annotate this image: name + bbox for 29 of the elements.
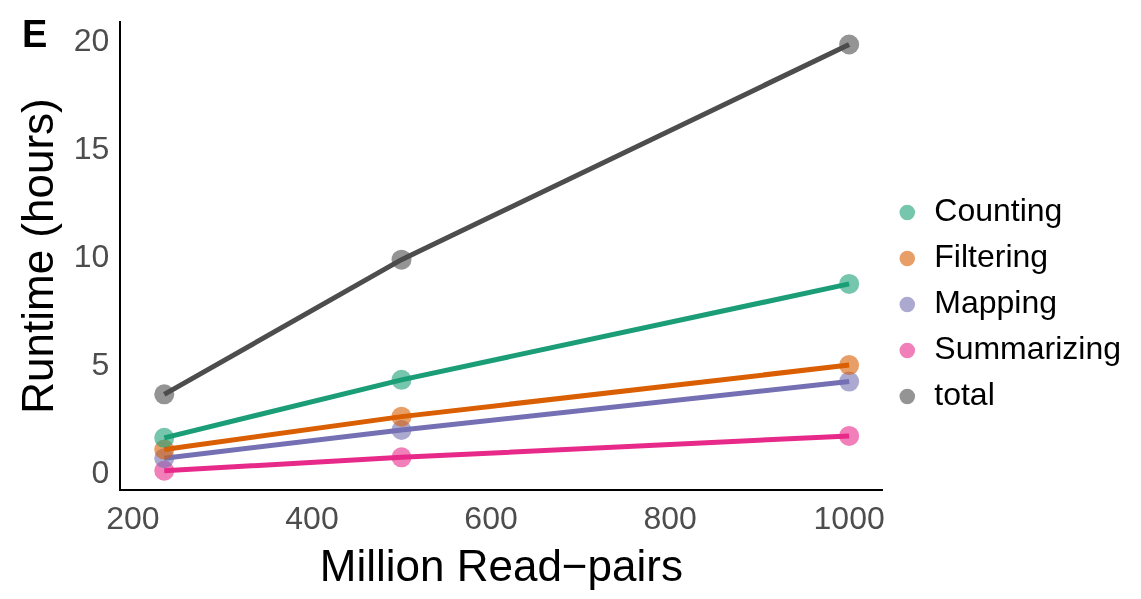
x-tick-label: 400	[285, 499, 339, 536]
legend-label: Mapping	[934, 284, 1058, 321]
point	[154, 384, 175, 405]
legend-label: Counting	[934, 192, 1063, 229]
y-tick-label: 0	[91, 454, 110, 491]
point	[839, 273, 860, 294]
legend-label: Filtering	[934, 238, 1049, 275]
x-tick-label: 800	[643, 499, 697, 536]
point	[839, 355, 860, 376]
point	[391, 249, 412, 270]
point	[391, 406, 412, 427]
y-tick-label: 5	[91, 346, 110, 383]
legend-label: Summarizing	[934, 330, 1121, 367]
x-axis-title: Million Read−pairs	[319, 540, 683, 590]
point	[839, 425, 860, 446]
point	[839, 371, 860, 392]
legend-label: total	[934, 376, 995, 413]
point	[154, 427, 175, 448]
x-tick-label: 200	[106, 499, 160, 536]
y-tick-label: 15	[73, 129, 110, 166]
point	[391, 369, 412, 390]
point	[391, 447, 412, 468]
text: E	[22, 13, 48, 56]
y-tick-label: 20	[73, 21, 110, 58]
y-tick-label: 10	[73, 237, 110, 274]
x-tick-label: 1000	[813, 499, 885, 536]
point	[839, 34, 860, 55]
y-axis-title: Runtime (hours)	[12, 98, 62, 414]
x-tick-label: 600	[464, 499, 518, 536]
